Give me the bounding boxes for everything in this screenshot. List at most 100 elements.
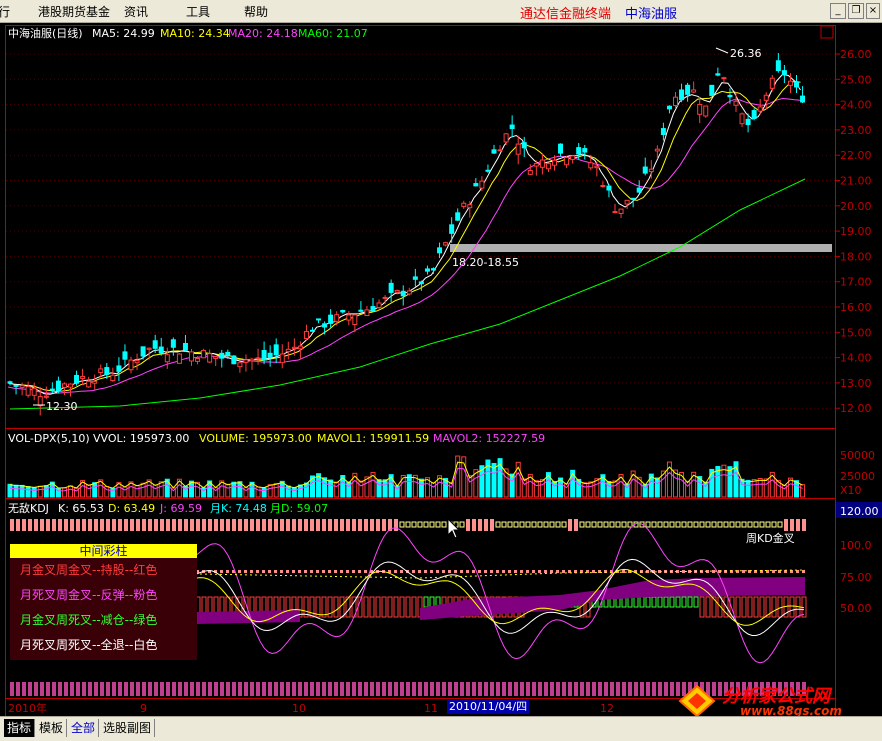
- volume-bar: [461, 456, 467, 498]
- volume-bar: [709, 468, 715, 498]
- watermark-logo-icon: [678, 684, 716, 718]
- middle-bar: [309, 596, 315, 618]
- minimize-icon[interactable]: _: [830, 3, 846, 19]
- bottom-bar: [508, 682, 512, 696]
- candle-body: [461, 202, 467, 207]
- volume-bar: [267, 484, 273, 498]
- volume-bar: [606, 481, 612, 498]
- volume-bar: [92, 482, 98, 498]
- candle-body: [285, 348, 291, 353]
- middle-dot: [592, 570, 595, 573]
- candle-body: [521, 142, 527, 149]
- signal-bar-red: [346, 519, 350, 531]
- restore-icon[interactable]: ❐: [848, 3, 864, 19]
- tab-indicator[interactable]: 指标: [4, 719, 36, 737]
- tab-template[interactable]: 模板: [36, 719, 68, 737]
- candle-body: [576, 147, 582, 155]
- signal-bar-red: [220, 519, 224, 531]
- signal-bar-red: [64, 519, 68, 531]
- bottom-bar: [64, 682, 68, 696]
- close-icon[interactable]: ×: [866, 3, 880, 19]
- candle-body: [19, 385, 25, 388]
- middle-bar: [303, 596, 309, 618]
- chart-area[interactable]: 中海油服(日线) MA5: 24.99 MA10: 24.34 MA20: 24…: [0, 22, 882, 716]
- middle-dot: [568, 570, 571, 573]
- middle-dot: [598, 570, 601, 573]
- signal-bar-empty: [669, 521, 675, 528]
- candle-body: [267, 352, 273, 358]
- candle-body: [37, 396, 43, 407]
- bottom-bar: [184, 682, 188, 696]
- volume-bar: [279, 480, 285, 498]
- signal-bar-red: [394, 519, 398, 531]
- bottom-bar: [520, 682, 524, 696]
- candle-body: [455, 212, 461, 221]
- bottom-bar: [334, 682, 338, 696]
- menu-item-hk-futures[interactable]: 港股期货基金: [38, 5, 111, 19]
- volume-bar: [666, 461, 672, 498]
- candle-body: [134, 360, 140, 364]
- candle-body: [237, 362, 243, 368]
- middle-dot: [244, 570, 247, 573]
- middle-bar: [723, 596, 729, 618]
- middle-bar: [627, 596, 633, 608]
- candle-body: [552, 159, 557, 166]
- candle-body: [25, 386, 31, 396]
- middle-bar: [669, 596, 675, 608]
- candle-body: [745, 118, 751, 126]
- panel-close-icon[interactable]: [820, 25, 834, 39]
- bottom-bar: [304, 682, 308, 696]
- volume-bar: [679, 472, 685, 498]
- signal-bar-red: [160, 519, 164, 531]
- middle-bar: [747, 596, 753, 618]
- middle-dot: [256, 570, 259, 573]
- bottom-bar: [778, 682, 782, 696]
- tab-stock-subchart[interactable]: 选股副图: [100, 719, 156, 737]
- menu-item-tools[interactable]: 工具: [186, 5, 211, 19]
- bottom-bar: [448, 682, 452, 696]
- bottom-bar: [250, 682, 254, 696]
- signal-bar-red: [322, 519, 326, 531]
- bottom-bar: [256, 682, 260, 696]
- menu-item-partial[interactable]: 行: [0, 5, 11, 19]
- bottom-bar: [574, 682, 578, 696]
- middle-dot: [676, 570, 679, 573]
- candle-body: [527, 169, 533, 175]
- middle-dot: [628, 570, 631, 573]
- middle-color-bars: [195, 570, 807, 618]
- legend-row-red: 月金叉周金叉--持股--红色: [20, 563, 158, 577]
- signal-bar-empty: [591, 521, 597, 528]
- tab-all[interactable]: 全部: [68, 719, 100, 737]
- signal-bar-red: [466, 519, 470, 531]
- vvol-value: VVOL: 195973.00: [93, 432, 189, 445]
- kdj-d-value: D: 63.49: [108, 502, 155, 515]
- signal-bar-empty: [585, 521, 591, 528]
- volume-bar: [660, 470, 666, 498]
- bottom-bar: [568, 682, 572, 696]
- price-tick: 14.00: [840, 352, 872, 365]
- volume-bar: [400, 474, 406, 498]
- menu-item-news[interactable]: 资讯: [124, 5, 149, 19]
- middle-dot: [718, 570, 721, 573]
- candle-body: [588, 162, 594, 169]
- menu-item-help[interactable]: 帮助: [244, 5, 269, 19]
- middle-dot: [646, 570, 649, 573]
- signal-bar-red: [208, 519, 212, 531]
- bottom-bar: [706, 682, 710, 696]
- middle-dot: [448, 570, 451, 573]
- candle-body: [128, 359, 134, 371]
- mouse-cursor-icon: [447, 517, 461, 539]
- bottom-bar: [346, 682, 350, 696]
- bottom-bar: [514, 682, 518, 696]
- volume-bar: [545, 472, 551, 498]
- signal-bar-empty: [441, 521, 447, 528]
- volume-bar: [31, 487, 37, 498]
- middle-bar: [423, 596, 429, 608]
- resistance-label: 18.20-18.55: [452, 256, 519, 269]
- bottom-bar: [460, 682, 464, 696]
- middle-bar: [363, 596, 369, 618]
- volume-bar: [437, 475, 443, 498]
- bottom-bar: [274, 682, 278, 696]
- signal-bar-empty: [603, 521, 609, 528]
- volume-bar: [418, 478, 424, 498]
